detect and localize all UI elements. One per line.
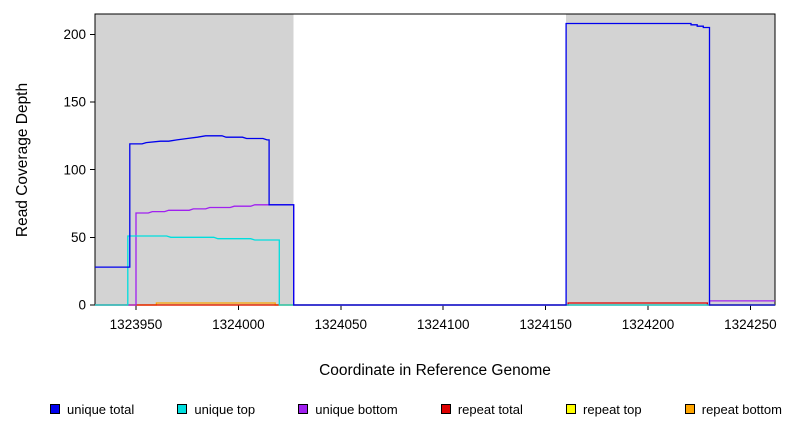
repeat-region-left (95, 14, 294, 305)
x-tick-label: 1324000 (212, 317, 265, 332)
legend-swatch-unique-bottom (298, 404, 309, 414)
plot-area: 1323950 1324000 1324050 1324100 1324150 13242… (63, 13, 777, 332)
legend-item-repeat-total: repeat total (440, 401, 523, 417)
x-tick-label: 1324150 (519, 317, 572, 332)
legend-item-repeat-bottom: repeat bottom (684, 401, 782, 417)
legend-item-unique-top: unique top (177, 402, 255, 417)
y-tick-label: 0 (78, 298, 86, 313)
x-tick-label: 1324050 (315, 317, 368, 332)
chart-legend: unique total unique top unique bottom repea… (50, 398, 782, 420)
legend-swatch-repeat-top (566, 404, 577, 414)
legend-label: repeat top (583, 401, 642, 417)
coverage-chart: 1323950 1324000 1324050 1324100 1324150 13242… (14, 13, 777, 379)
legend-item-unique-total: unique total (50, 402, 134, 417)
y-tick-label: 150 (63, 95, 86, 110)
x-tick-label: 1324250 (724, 317, 777, 332)
legend-label: unique top (194, 401, 256, 417)
x-tick-label: 1323950 (110, 317, 163, 332)
legend-label: repeat total (457, 401, 523, 417)
legend-swatch-unique-top (177, 404, 188, 414)
legend-swatch-repeat-bottom (684, 404, 695, 414)
x-tick-label: 1324200 (622, 317, 675, 332)
x-tick-label: 1324100 (417, 317, 470, 332)
y-tick-label: 50 (71, 230, 86, 245)
legend-swatch-unique-total (50, 404, 60, 414)
repeat-region-right (566, 14, 775, 305)
legend-label: unique bottom (315, 401, 398, 417)
y-tick-label: 100 (63, 162, 86, 177)
series-unique-top-line (95, 235, 775, 306)
legend-label: unique total (67, 401, 135, 417)
y-axis-title: Read Coverage Depth (14, 83, 31, 237)
x-axis-title: Coordinate in Reference Genome (319, 362, 551, 379)
series-unique-total-line (95, 22, 775, 306)
y-tick-label: 200 (63, 27, 86, 42)
legend-item-repeat-top: repeat top (566, 402, 642, 417)
legend-item-unique-bottom: unique bottom (298, 401, 398, 417)
legend-swatch-repeat-total (440, 404, 451, 414)
legend-label: repeat bottom (701, 401, 782, 417)
